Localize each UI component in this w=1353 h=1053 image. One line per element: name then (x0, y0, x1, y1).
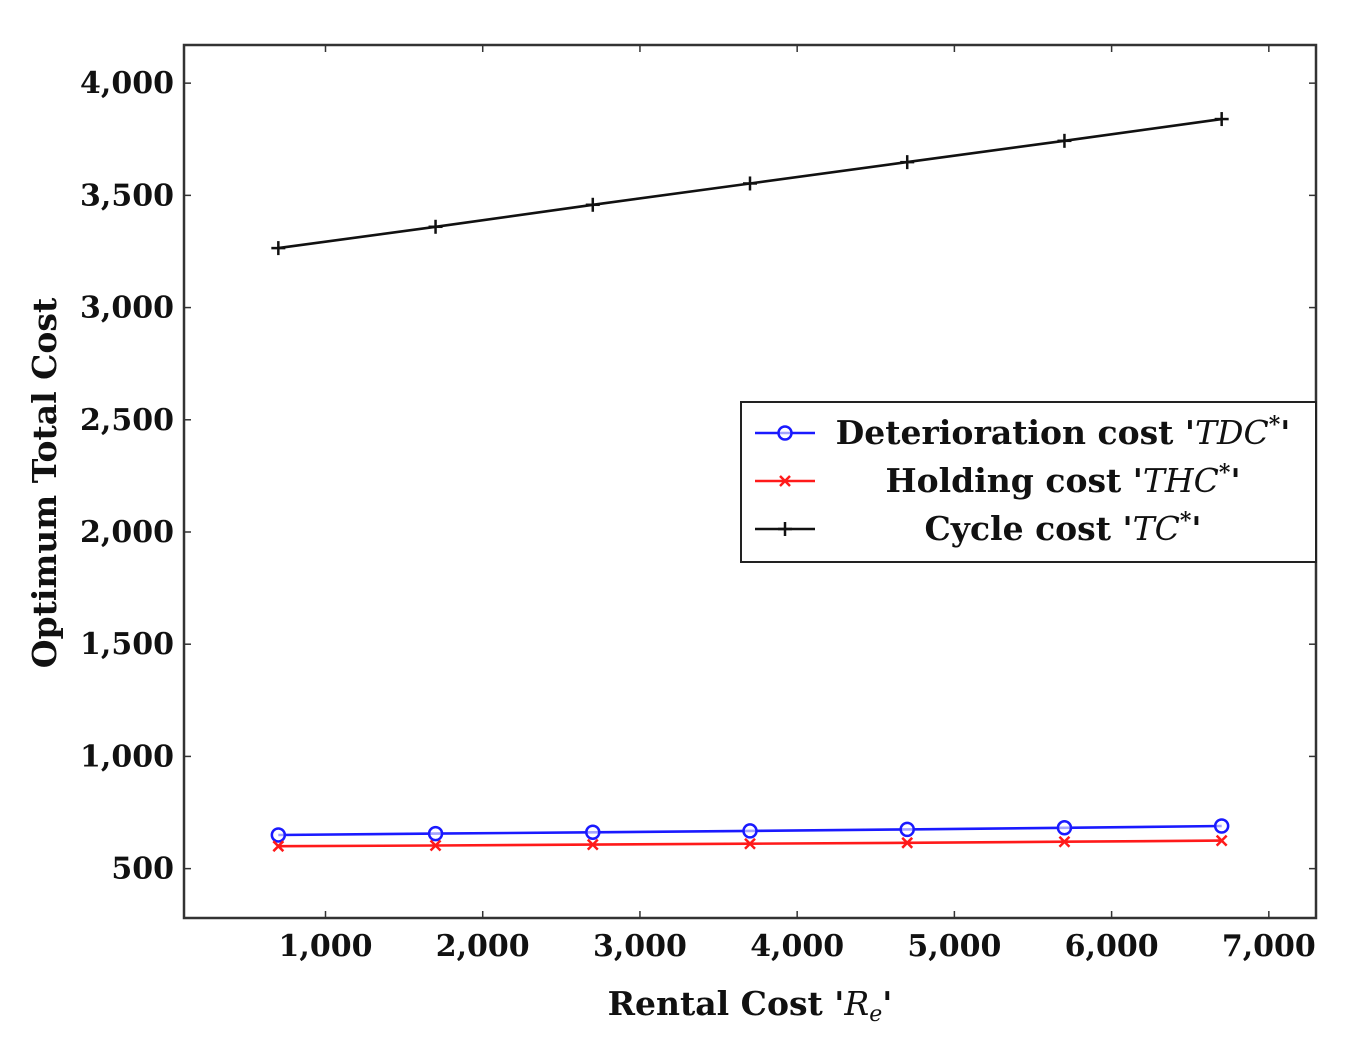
cycle-cost-point (585, 197, 600, 212)
series-deterioration-cost (270, 818, 1230, 843)
legend-marker-holding-cost (779, 475, 791, 487)
y-tick-label: 3,500 (80, 178, 174, 213)
legend-label-sup: * (1219, 460, 1231, 486)
deterioration-cost-point (270, 827, 287, 843)
holding-cost-point (429, 839, 442, 852)
x-marker-stroke (779, 475, 791, 487)
x-tick-label: 1,000 (279, 929, 373, 964)
series-cycle-cost (271, 112, 1229, 256)
y-tick-label: 2,500 (80, 403, 174, 438)
legend-entry-cycle-cost: Cycle cost 'TC*' (755, 508, 1201, 548)
holding-cost-point (586, 838, 599, 851)
x-marker-stroke (901, 836, 914, 849)
axes: 1,000 2,000 3,000 4,000 5,000 6,000 7,000 500 1,… (80, 43, 1318, 964)
cycle-cost-point (428, 219, 443, 234)
legend-marker-deterioration-cost (777, 425, 793, 441)
deterioration-cost-point (899, 821, 915, 838)
x-tick-label: 4,000 (750, 929, 844, 964)
deterioration-cost-point (742, 823, 758, 839)
legend-label-symbol: TC (1133, 509, 1180, 548)
y-tick-label: 3,000 (80, 291, 174, 326)
legend-marker-cycle-cost (778, 522, 792, 536)
series-holding-cost (272, 834, 1228, 853)
cycle-cost-point (743, 176, 757, 191)
holding-cost-point (1215, 834, 1228, 847)
y-tick-label: 1,500 (80, 627, 174, 662)
legend-label-text: Deterioration cost ' (836, 413, 1195, 452)
y-tick-label: 1,000 (80, 739, 174, 774)
legend-box (740, 401, 1317, 563)
legend-label-sup: * (1269, 412, 1281, 438)
y-tick-label: 4,000 (80, 66, 174, 101)
legend-label-text: Cycle cost ' (925, 509, 1133, 548)
legend-label-end: ' (1230, 461, 1240, 500)
holding-cost-point (1058, 835, 1071, 848)
legend-label-sup: * (1180, 508, 1192, 534)
legend-label-symbol: TDC (1195, 413, 1269, 452)
legend-label-end: ' (1280, 413, 1290, 452)
cycle-cost-point (1057, 133, 1072, 148)
legend-label-text: Holding cost ' (885, 461, 1142, 500)
y-tick-label: 500 (111, 852, 174, 887)
x-marker-stroke (272, 840, 285, 853)
legend: Deterioration cost 'TDC*'Holding cost 'T… (740, 401, 1317, 563)
holding-cost-point (272, 840, 285, 853)
deterioration-cost-point (1213, 818, 1230, 834)
x-tick-label: 2,000 (436, 929, 530, 964)
deterioration-cost-point (585, 824, 601, 841)
legend-label-deterioration-cost: Deterioration cost 'TDC*' (836, 412, 1291, 452)
x-axis-label: Rental Cost 'Re' (608, 984, 893, 1027)
holding-cost-point (901, 836, 914, 849)
legend-label-symbol: THC (1143, 461, 1219, 500)
x-marker-stroke (429, 839, 442, 852)
legend-label-end: ' (1191, 509, 1201, 548)
deterioration-cost-point (427, 825, 444, 842)
x-marker-stroke (744, 837, 756, 850)
x-tick-label: 6,000 (1065, 929, 1159, 964)
holding-cost-point (744, 837, 756, 850)
legend-label-holding-cost: Holding cost 'THC*' (885, 460, 1240, 500)
x-tick-label: 3,000 (593, 929, 687, 964)
x-marker-stroke (1215, 834, 1228, 847)
x-tick-label: 5,000 (907, 929, 1001, 964)
deterioration-cost-point (1056, 820, 1073, 836)
x-marker-stroke (586, 838, 599, 851)
legend-entry-holding-cost: Holding cost 'THC*' (755, 460, 1241, 500)
cycle-cost-point (900, 155, 915, 170)
x-marker-stroke (1058, 835, 1071, 848)
cycle-cost-point (1214, 112, 1229, 127)
legend-label-cycle-cost: Cycle cost 'TC*' (925, 508, 1202, 548)
x-tick-label: 7,000 (1222, 929, 1316, 964)
cycle-cost-point (271, 241, 286, 256)
y-axis-label: Optimum Total Cost (25, 297, 64, 668)
legend-entry-deterioration-cost: Deterioration cost 'TDC*' (755, 412, 1290, 452)
y-tick-label: 2,000 (80, 515, 174, 550)
series-layer (270, 112, 1230, 853)
